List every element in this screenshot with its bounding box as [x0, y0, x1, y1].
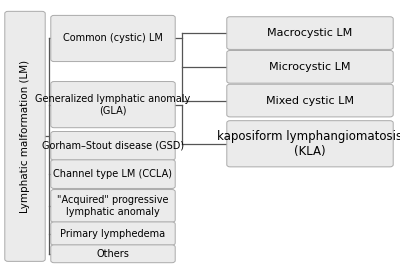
FancyBboxPatch shape: [5, 11, 45, 261]
Text: Others: Others: [96, 249, 130, 259]
Text: Microcystic LM: Microcystic LM: [269, 62, 351, 72]
Text: Channel type LM (CCLA): Channel type LM (CCLA): [54, 169, 172, 179]
FancyBboxPatch shape: [51, 15, 175, 62]
Text: Generalized lymphatic anomaly
(GLA): Generalized lymphatic anomaly (GLA): [35, 94, 191, 116]
Text: Primary lymphedema: Primary lymphedema: [60, 228, 166, 239]
Text: Gorham–Stout disease (GSD): Gorham–Stout disease (GSD): [42, 141, 184, 151]
FancyBboxPatch shape: [51, 245, 175, 263]
Text: Lymphatic malformation (LM): Lymphatic malformation (LM): [20, 60, 30, 213]
FancyBboxPatch shape: [51, 160, 175, 188]
FancyBboxPatch shape: [51, 222, 175, 245]
FancyBboxPatch shape: [227, 84, 393, 117]
FancyBboxPatch shape: [227, 17, 393, 49]
FancyBboxPatch shape: [51, 82, 175, 128]
Text: Common (cystic) LM: Common (cystic) LM: [63, 33, 163, 43]
FancyBboxPatch shape: [51, 190, 175, 222]
Text: "Acquired" progressive
lymphatic anomaly: "Acquired" progressive lymphatic anomaly: [57, 195, 169, 217]
Text: Mixed cystic LM: Mixed cystic LM: [266, 96, 354, 106]
Text: kaposiform lymphangiomatosis
(KLA): kaposiform lymphangiomatosis (KLA): [218, 130, 400, 158]
FancyBboxPatch shape: [227, 50, 393, 83]
FancyBboxPatch shape: [227, 121, 393, 167]
FancyBboxPatch shape: [51, 131, 175, 160]
Text: Macrocystic LM: Macrocystic LM: [267, 28, 353, 38]
